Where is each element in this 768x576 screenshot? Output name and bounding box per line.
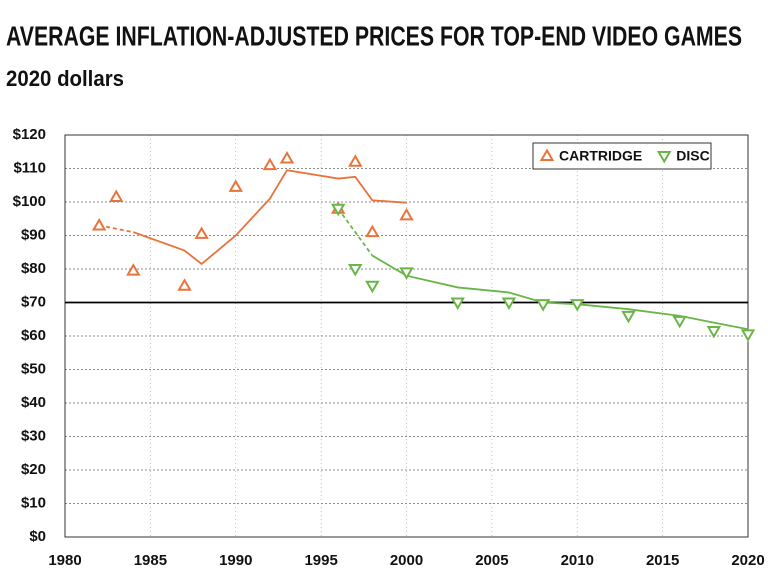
chart-subtitle: 2020 dollars [6,66,124,91]
data-point [740,329,756,342]
trend-line [98,224,134,234]
data-point [399,207,414,221]
data-point [535,299,551,312]
data-point [365,224,380,238]
x-tick-label: 1995 [304,552,337,569]
data-point [672,315,687,329]
y-tick-label: $40 [21,394,46,411]
legend-label: DISC [676,148,709,164]
legend-label: CARTRIDGE [559,148,642,164]
legend-marker [539,148,555,161]
y-tick-label: $0 [29,528,46,545]
data-point [621,310,636,324]
data-point [262,157,278,171]
data-point [450,297,465,310]
y-tick-label: $30 [21,427,46,444]
data-point [570,299,585,312]
y-tick-label: $110 [13,159,46,176]
trend-line [132,169,407,266]
data-point [194,226,209,239]
data-point [91,217,107,231]
legend-box [532,142,712,170]
data-point [365,280,380,294]
y-tick-label: $50 [21,360,46,377]
x-tick-label: 1980 [48,552,81,569]
y-tick-label: $100 [13,193,46,210]
chart-title: AVERAGE INFLATION-ADJUSTED PRICES FOR TO… [6,20,742,51]
y-tick-label: $120 [13,126,46,143]
x-tick-label: 2000 [390,552,423,569]
data-point [706,325,722,339]
y-tick-label: $70 [21,293,46,310]
y-tick-label: $80 [21,260,46,277]
x-tick-label: 1985 [134,552,167,569]
data-point [501,297,517,310]
y-tick-label: $60 [21,327,46,344]
x-tick-label: 2010 [561,552,594,569]
data-point [330,203,346,217]
trend-line [371,254,749,331]
data-point [399,267,414,280]
data-point [348,154,363,167]
data-point [228,179,243,192]
x-tick-label: 2015 [646,552,679,569]
x-tick-label: 2020 [731,552,764,569]
y-tick-label: $20 [21,461,46,478]
data-point [348,264,363,277]
legend-marker [656,151,672,164]
y-tick-label: $90 [21,226,46,243]
trend-line [337,208,374,257]
data-point [126,263,141,276]
x-tick-label: 1990 [219,552,252,569]
data-point [279,150,295,164]
x-tick-label: 2005 [475,552,508,569]
y-tick-label: $10 [21,494,46,511]
data-point [108,189,124,202]
data-point [177,278,192,291]
